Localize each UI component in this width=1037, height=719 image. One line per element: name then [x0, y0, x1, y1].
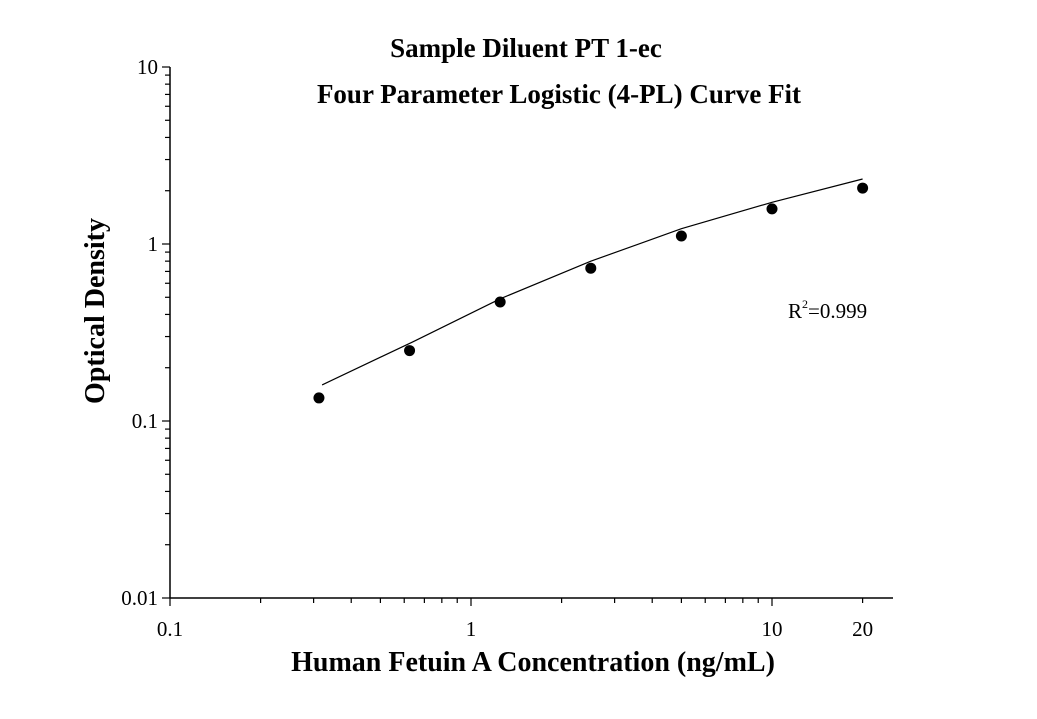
x-tick-label: 1	[466, 617, 477, 641]
r-symbol: R	[788, 299, 802, 323]
y-axis-label: Optical Density	[80, 218, 111, 404]
x-tick-label: 0.1	[157, 617, 183, 641]
r-value: =0.999	[808, 299, 867, 323]
y-tick-label: 0.1	[132, 409, 158, 433]
data-point	[313, 392, 325, 404]
x-tick-label: 20	[852, 617, 873, 641]
r-squared-annotation: R2=0.999	[788, 297, 867, 323]
fit-curve	[321, 178, 863, 386]
data-point	[404, 345, 416, 357]
r-superscript: 2	[802, 297, 808, 311]
x-axis-label: Human Fetuin A Concentration (ng/mL)	[291, 647, 775, 678]
data-point	[675, 230, 687, 242]
data-point	[857, 182, 869, 194]
y-tick-label: 10	[137, 55, 158, 79]
y-tick-label: 1	[148, 232, 159, 256]
chart-title: Sample Diluent PT 1-ec	[390, 33, 662, 63]
data-point	[494, 296, 506, 308]
data-point	[585, 262, 597, 274]
y-tick-label: 0.01	[121, 586, 158, 610]
x-tick-label: 10	[762, 617, 783, 641]
data-point	[766, 203, 778, 215]
chart-subtitle: Four Parameter Logistic (4-PL) Curve Fit	[317, 79, 801, 109]
